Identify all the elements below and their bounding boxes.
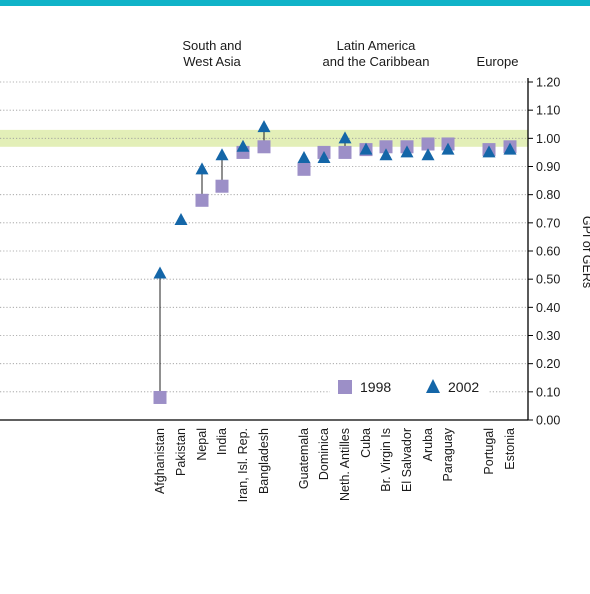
legend-marker-1998	[338, 380, 352, 394]
category-label: Pakistan	[174, 428, 188, 476]
y-tick-label: 0.10	[536, 385, 560, 399]
legend-background	[330, 372, 488, 402]
category-label: Iran, Isl. Rep.	[236, 428, 250, 502]
y-tick-label: 0.40	[536, 301, 560, 315]
y-tick-label: 1.20	[536, 76, 560, 90]
marker-2002	[441, 142, 455, 155]
category-label: Neth. Antilles	[338, 428, 352, 501]
category-label: El Salvador	[400, 428, 414, 492]
region-label: Latin America	[337, 38, 417, 53]
region-label: and the Caribbean	[323, 54, 430, 69]
marker-2002	[174, 213, 188, 226]
y-tick-label: 0.50	[536, 273, 560, 287]
y-tick-label: 0.30	[536, 329, 560, 343]
marker-1998	[257, 140, 271, 154]
region-label: South and	[182, 38, 241, 53]
marker-2002	[421, 148, 435, 161]
marker-1998	[297, 162, 311, 176]
marker-1998	[338, 145, 352, 159]
marker-2002	[236, 139, 250, 152]
category-label: Portugal	[482, 428, 496, 475]
y-tick-label: 1.00	[536, 132, 560, 146]
y-tick-label: 0.60	[536, 245, 560, 259]
category-label: Estonia	[503, 428, 517, 470]
marker-2002	[317, 151, 331, 164]
legend: 1998 2002	[330, 372, 488, 402]
marker-2002	[503, 142, 517, 155]
y-tick-labels: 0.00 0.10 0.20 0.30 0.40 0.50 0.60 0.70 0.80 0.90…	[528, 76, 560, 428]
y-tick-label: 0.70	[536, 216, 560, 230]
category-label: Nepal	[195, 428, 209, 461]
category-label: Cuba	[359, 428, 373, 458]
marker-2002	[359, 142, 373, 155]
category-label: Br. Virgin Is	[379, 428, 393, 492]
series-2002-markers	[153, 120, 517, 279]
marker-2002	[257, 120, 271, 133]
marker-1998	[153, 390, 167, 404]
y-axis-label: GPI of GERs	[580, 216, 590, 288]
category-labels: Afghanistan Pakistan Nepal India Iran, Isl. …	[153, 427, 517, 502]
top-accent-bar	[0, 0, 590, 6]
marker-2002	[297, 151, 311, 164]
marker-2002	[338, 131, 352, 144]
category-label: Bangladesh	[257, 428, 271, 494]
y-tick-label: 1.10	[536, 104, 560, 118]
y-tick-label: 0.90	[536, 160, 560, 174]
region-label: West Asia	[183, 54, 241, 69]
marker-2002	[153, 266, 167, 279]
marker-1998	[421, 137, 435, 151]
category-label: Paraguay	[441, 427, 455, 481]
marker-2002	[195, 162, 209, 175]
y-tick-label: 0.00	[536, 414, 560, 428]
marker-1998	[195, 193, 209, 207]
category-label: Aruba	[421, 428, 435, 461]
legend-marker-2002	[426, 379, 440, 393]
marker-2002	[215, 148, 229, 161]
marker-1998	[379, 140, 393, 154]
marker-1998	[215, 179, 229, 193]
category-label: India	[215, 428, 229, 455]
series-1998-markers	[153, 137, 517, 404]
legend-label-2002: 2002	[448, 379, 479, 395]
marker-2002	[400, 145, 414, 158]
y-tick-label: 0.80	[536, 188, 560, 202]
y-tick-label: 0.20	[536, 357, 560, 371]
category-label: Dominica	[317, 428, 331, 480]
marker-2002	[482, 145, 496, 158]
category-label: Afghanistan	[153, 428, 167, 494]
category-label: Guatemala	[297, 428, 311, 489]
marker-2002	[379, 148, 393, 161]
legend-label-1998: 1998	[360, 379, 391, 395]
region-label: Europe	[477, 54, 519, 69]
